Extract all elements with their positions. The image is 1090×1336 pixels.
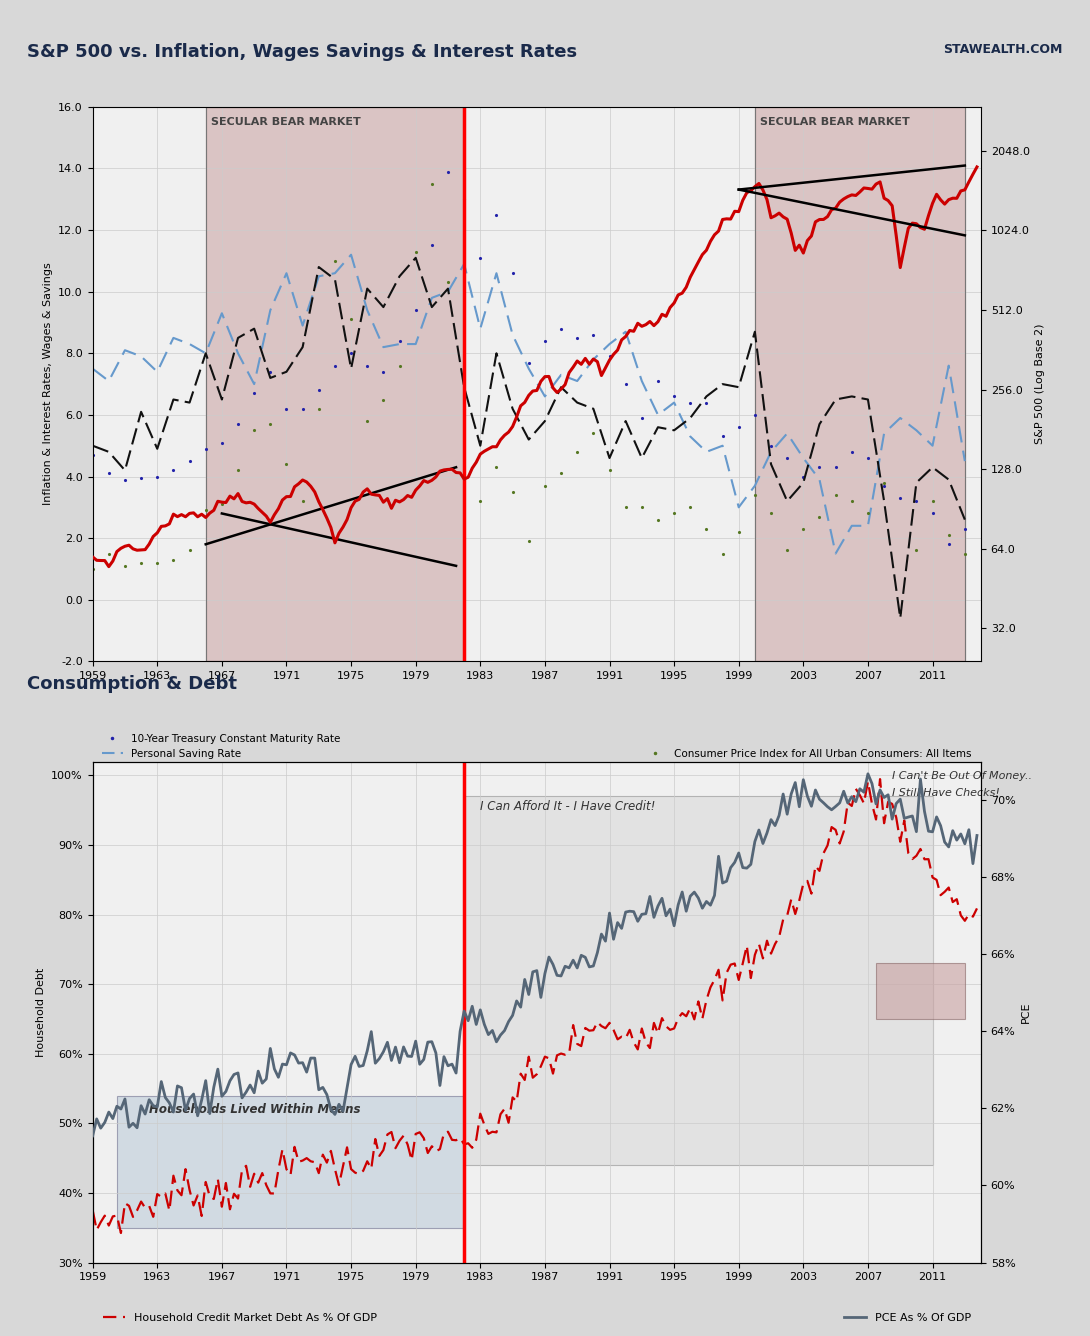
Bar: [755, 107, 965, 661]
Bar: [117, 1096, 464, 1228]
Y-axis label: S&P 500 (Log Base 2): S&P 500 (Log Base 2): [1036, 323, 1045, 445]
Text: Consumption & Debt: Consumption & Debt: [27, 675, 238, 692]
Y-axis label: PCE: PCE: [1021, 1001, 1031, 1023]
Legend: Consumer Price Index for All Urban Consumers: All Items, Compensation of Employe: Consumer Price Index for All Urban Consu…: [641, 744, 976, 778]
Bar: [876, 963, 965, 1019]
Bar: [206, 107, 464, 661]
Text: S&P 500 vs. Inflation, Wages Savings & Interest Rates: S&P 500 vs. Inflation, Wages Savings & I…: [27, 43, 578, 60]
Bar: [755, 107, 965, 661]
Text: I Can't Be Out Of Money..: I Can't Be Out Of Money..: [892, 771, 1032, 782]
Bar: [206, 107, 464, 661]
Y-axis label: Household Debt: Household Debt: [36, 967, 46, 1057]
Y-axis label: Inflation & Interest Rates, Wages & Savings: Inflation & Interest Rates, Wages & Savi…: [43, 263, 52, 505]
Text: Households Lived Within Means: Households Lived Within Means: [149, 1104, 361, 1116]
Legend: PCE As % Of GDP: PCE As % Of GDP: [839, 1308, 976, 1327]
Text: I Can Afford It - I Have Credit!: I Can Afford It - I Have Credit!: [481, 800, 656, 814]
Text: I Still Have Checks!: I Still Have Checks!: [892, 788, 1000, 799]
Text: SECULAR BEAR MARKET: SECULAR BEAR MARKET: [210, 118, 361, 127]
Text: STAWEALTH.COM: STAWEALTH.COM: [943, 43, 1063, 56]
Bar: [464, 796, 933, 1165]
Text: SECULAR BEAR MARKET: SECULAR BEAR MARKET: [760, 118, 909, 127]
